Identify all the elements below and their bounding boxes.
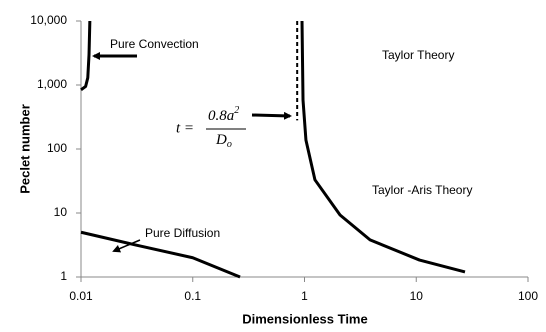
annotation: Taylor -Aris Theory (372, 183, 472, 197)
y-tick-label: 100 (47, 141, 67, 155)
y-tick-label: 1 (60, 269, 67, 283)
y-axis-title: Peclet number (17, 104, 32, 194)
x-tick-label: 1 (301, 289, 308, 303)
formula-lhs: t = (176, 120, 194, 136)
x-tick-label: 0.01 (69, 289, 93, 303)
x-tick-label: 10 (410, 289, 424, 303)
curve (80, 230, 241, 279)
arrow (112, 239, 141, 253)
arrow (251, 111, 292, 120)
x-axis-title: Dimensionless Time (242, 311, 367, 326)
y-tick-label: 10 (54, 205, 68, 219)
annotation: Taylor Theory (382, 48, 454, 62)
x-tick-label: 0.1 (184, 289, 201, 303)
annotation: Pure Convection (110, 37, 199, 51)
annotation: Pure Diffusion (145, 226, 220, 240)
y-tick-label: 10,000 (30, 13, 67, 27)
curve (300, 20, 466, 274)
formula-denominator: Do (215, 132, 232, 150)
y-tick-label: 1,000 (37, 77, 67, 91)
formula-numerator: 0.8a2 (208, 105, 239, 124)
x-tick-label: 100 (518, 289, 538, 303)
curve (80, 20, 92, 92)
